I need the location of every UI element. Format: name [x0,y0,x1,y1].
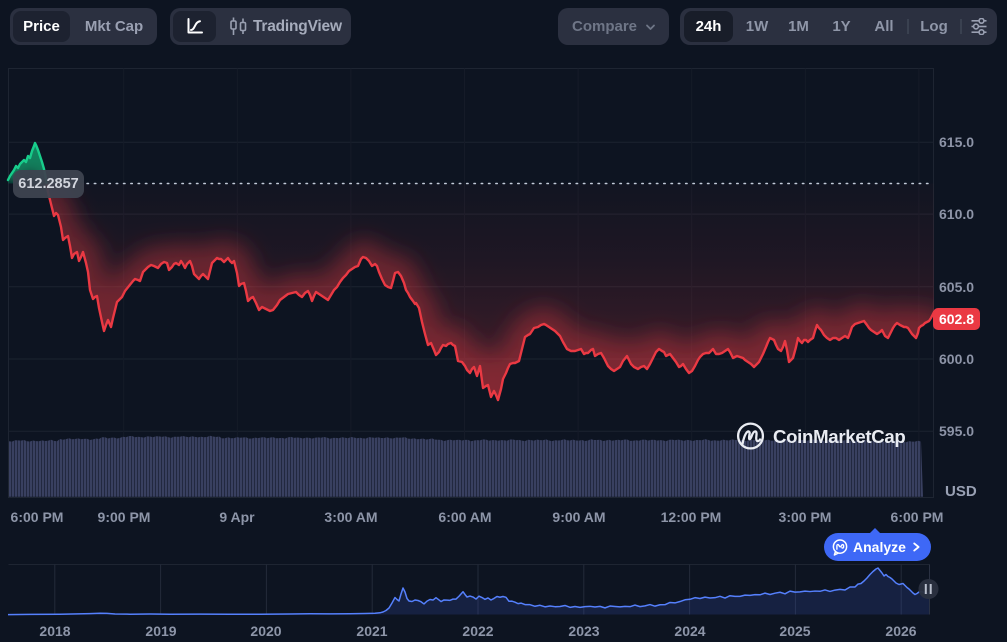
svg-text:CoinMarketCap: CoinMarketCap [773,426,905,447]
